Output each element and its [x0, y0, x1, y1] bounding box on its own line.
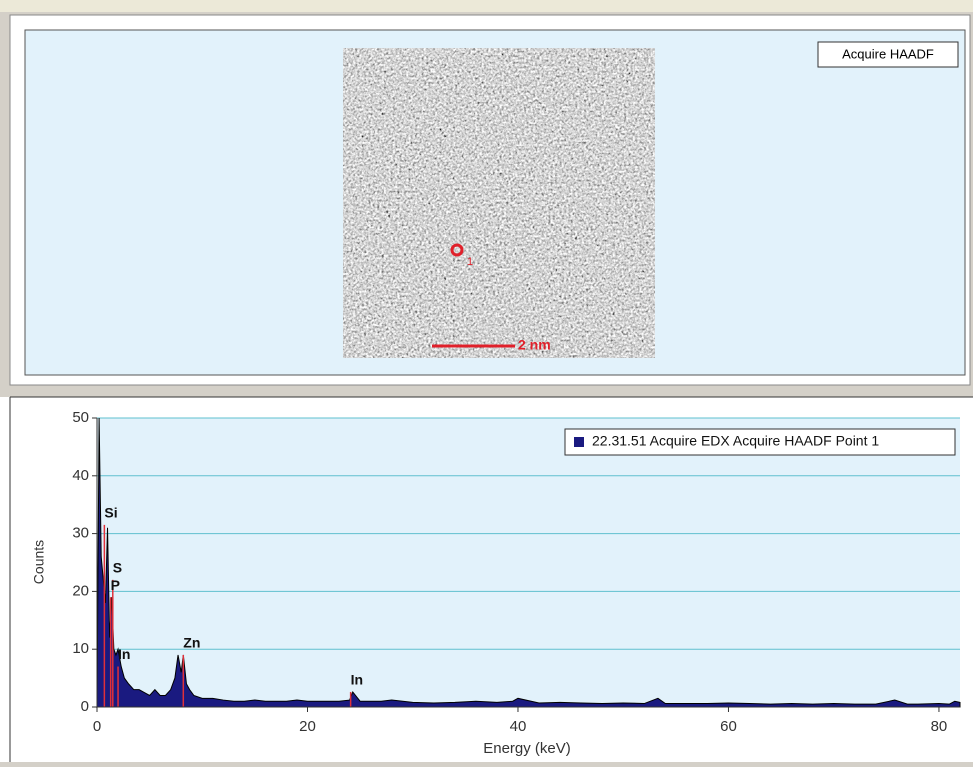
x-axis-label: Energy (keV)	[483, 740, 571, 757]
x-tick-label: 80	[931, 718, 948, 735]
y-tick-label: 10	[72, 640, 89, 657]
y-tick-label: 20	[72, 582, 89, 599]
peak-label: Zn	[183, 635, 200, 651]
legend-box	[564, 428, 956, 456]
peak-label: In	[118, 646, 130, 662]
plot-area	[97, 418, 960, 707]
button-label[interactable]: Acquire HAADF	[842, 46, 934, 61]
point-marker	[450, 243, 464, 257]
y-tick-label: 40	[72, 467, 89, 484]
x-tick-label: 0	[93, 718, 101, 735]
title-strip	[0, 0, 973, 12]
y-axis-label: Counts	[31, 540, 47, 584]
haadf-image	[343, 48, 655, 358]
x-tick-label: 60	[720, 718, 737, 735]
legend-swatch	[574, 437, 584, 447]
peak-label: P	[111, 577, 120, 593]
peak-label: In	[351, 672, 363, 688]
y-tick-label: 30	[72, 525, 89, 542]
x-tick-label: 20	[299, 718, 316, 735]
point-label: 1	[467, 256, 473, 268]
peak-label: S	[113, 560, 122, 576]
legend-label: 22.31.51 Acquire EDX Acquire HAADF Point…	[592, 433, 879, 449]
y-tick-label: 50	[72, 409, 89, 426]
peak-label: Si	[104, 505, 117, 521]
x-tick-label: 40	[510, 718, 527, 735]
scale-label: 2 nm	[518, 337, 551, 353]
acquire-button[interactable]	[817, 41, 959, 68]
y-tick-label: 0	[81, 698, 89, 715]
